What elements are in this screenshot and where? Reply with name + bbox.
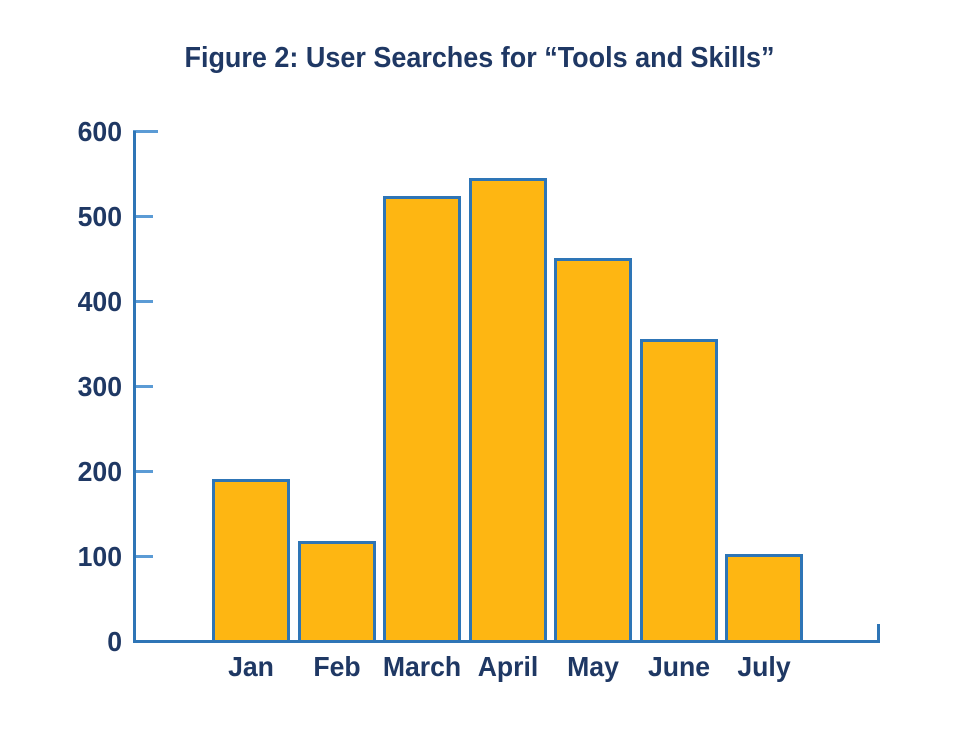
bar-jan: [212, 479, 290, 641]
x-axis-label-may: May: [567, 651, 619, 682]
bar-july: [725, 554, 803, 641]
bar-feb: [298, 541, 376, 641]
x-axis-label-march: March: [382, 651, 462, 682]
y-axis-label-400: 400: [77, 286, 122, 317]
y-axis-label-600: 600: [77, 116, 122, 147]
x-axis-end-tick: [877, 624, 880, 641]
bar-april: [469, 178, 547, 641]
bar-june: [640, 339, 718, 641]
bar-may: [554, 258, 632, 641]
y-axis-line: [133, 131, 136, 642]
y-axis-tick-100: [133, 555, 153, 558]
y-axis-label-100: 100: [77, 541, 122, 572]
y-axis-label-300: 300: [77, 371, 122, 402]
x-axis-label-july: July: [737, 651, 791, 682]
x-axis-label-jan: Jan: [228, 651, 274, 682]
y-axis-tick-300: [133, 385, 153, 388]
y-axis-tick-400: [133, 300, 153, 303]
y-axis-label-200: 200: [77, 456, 122, 487]
bar-march: [383, 196, 461, 641]
x-axis-line: [133, 640, 880, 643]
chart-title: Figure 2: User Searches for “Tools and S…: [184, 42, 775, 74]
x-axis-label-april: April: [477, 651, 539, 682]
y-axis-label-500: 500: [77, 201, 122, 232]
y-axis-tick-500: [133, 215, 153, 218]
y-axis-label-0: 0: [107, 626, 122, 657]
y-axis-tick-600: [133, 130, 158, 133]
y-axis-tick-200: [133, 470, 153, 473]
x-axis-label-june: June: [647, 651, 711, 682]
x-axis-label-feb: Feb: [313, 651, 361, 682]
